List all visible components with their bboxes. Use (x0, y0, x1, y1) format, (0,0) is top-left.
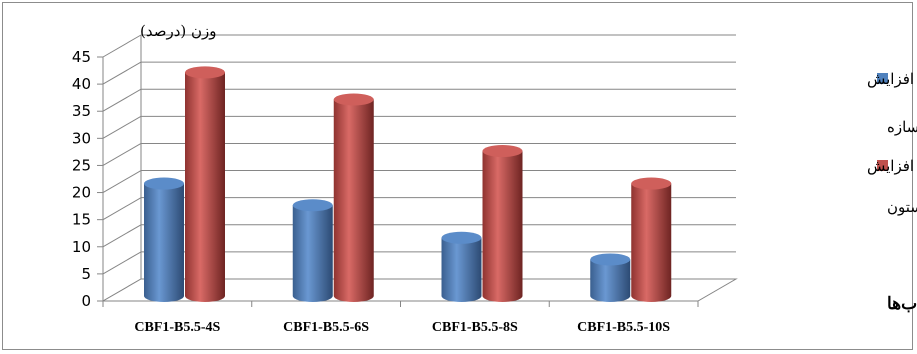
bar-top-total-weight-3 (441, 231, 482, 244)
legend-label-total-weight-line2: وزن کل سازه (887, 118, 917, 136)
bar-column-weight-1 (185, 72, 225, 303)
y-tick-label: 25 (72, 156, 91, 174)
bars-layer (144, 66, 672, 303)
y-axis-title: وزن (درصد) (140, 22, 217, 40)
wall-line (102, 170, 142, 193)
legend: درصد افزایش وزن کل سازه درصد افزایش وزن … (867, 70, 917, 216)
x-axis-title: نام قاب‌ها (887, 294, 917, 314)
legend-swatch-column-weight (877, 160, 888, 171)
y-tick-label: 45 (72, 48, 91, 66)
wall-line (102, 34, 142, 58)
x-tick-label: CBF1-B5.5-10S (577, 320, 670, 335)
x-tick-label: CBF1-B5.5-8S (432, 320, 518, 335)
bar-column-weight-4 (631, 183, 672, 302)
bar-top-total-weight-1 (144, 177, 184, 190)
bar-total-weight-2 (292, 205, 333, 302)
bar-total-weight-4 (590, 259, 631, 302)
y-tick-label: 35 (72, 102, 91, 120)
bar-column-weight-3 (482, 151, 523, 302)
y-tick-label: 5 (81, 265, 91, 283)
y-tick-label: 10 (72, 238, 91, 256)
legend-swatch-total-weight (877, 73, 888, 84)
y-tick-label: 30 (72, 129, 91, 147)
wall-line (102, 115, 142, 139)
wall-line (102, 61, 142, 85)
bar-top-total-weight-2 (292, 199, 333, 212)
wall-line (102, 251, 142, 275)
wall-line (102, 197, 142, 221)
labels-layer: 0 5 10 15 20 25 30 35 40 45 CBF1-B5.5-4S CBF1-B5.5-… (72, 48, 670, 335)
bar-top-total-weight-4 (590, 253, 631, 266)
y-tick-label: 15 (72, 211, 91, 229)
bar-top-column-weight-1 (185, 66, 225, 79)
legend-label-total-weight-line1: درصد افزایش (867, 70, 917, 88)
bar-top-column-weight-3 (482, 145, 523, 158)
wall-line (102, 224, 142, 248)
wall-line (102, 88, 142, 112)
wall-line (102, 143, 142, 166)
y-tick-label: 0 (81, 292, 91, 310)
x-tick-label: CBF1-B5.5-6S (283, 320, 369, 335)
legend-label-column-weight-line2: وزن ستون (887, 198, 917, 216)
y-tick-label: 20 (72, 184, 91, 202)
bar-total-weight-3 (441, 237, 482, 302)
bar-top-column-weight-4 (631, 177, 672, 190)
y-tick-label: 40 (72, 75, 91, 93)
bar-top-column-weight-2 (333, 93, 374, 106)
x-tick-label: CBF1-B5.5-4S (134, 320, 220, 335)
bar-total-weight-1 (144, 183, 184, 302)
legend-label-column-weight-line1: درصد افزایش (867, 157, 917, 175)
bar-column-weight-2 (333, 99, 374, 302)
